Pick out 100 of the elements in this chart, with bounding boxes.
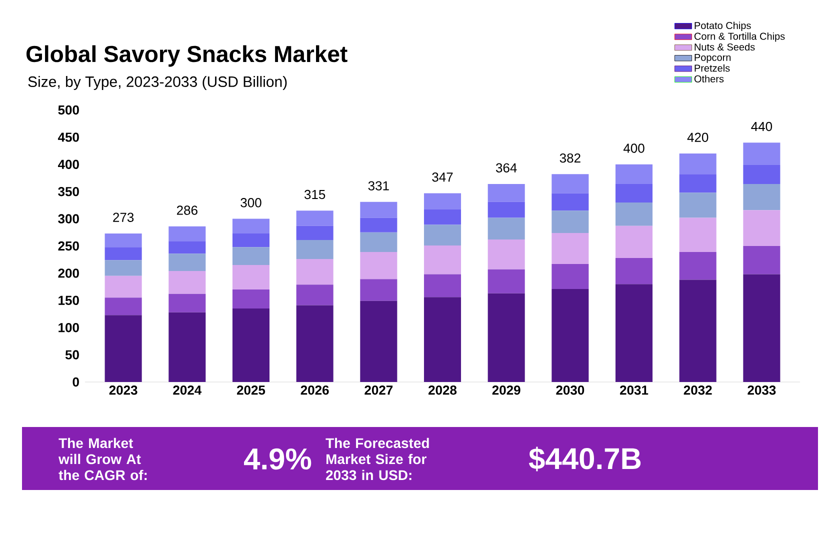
bar bbox=[104, 233, 142, 248]
bar bbox=[168, 294, 206, 312]
x-tick-label: 2024 bbox=[173, 386, 202, 395]
text: $440.7B bbox=[528, 446, 641, 472]
bar bbox=[616, 284, 653, 382]
chart-subtitle: Size, by Type, 2023-2033 (USD Billion) bbox=[28, 76, 287, 90]
bar bbox=[168, 241, 206, 254]
bar bbox=[616, 202, 653, 226]
bar bbox=[424, 210, 462, 225]
x-tick-label: 2029 bbox=[492, 386, 520, 395]
legend-label: Others bbox=[694, 75, 724, 82]
y-tick-label: 150 bbox=[58, 296, 79, 305]
bar bbox=[552, 210, 589, 233]
bar bbox=[743, 274, 780, 382]
bar bbox=[679, 154, 716, 174]
bar bbox=[552, 264, 589, 289]
y-tick-label: 50 bbox=[65, 350, 79, 360]
bar bbox=[679, 174, 716, 193]
bar bbox=[679, 192, 716, 218]
bar bbox=[743, 142, 780, 165]
bar bbox=[360, 279, 398, 301]
y-tick-label: 350 bbox=[58, 186, 79, 196]
bar bbox=[232, 308, 270, 382]
bar bbox=[424, 224, 462, 246]
bar bbox=[424, 297, 462, 382]
bar bbox=[232, 290, 270, 309]
legend-label: Potato Chips bbox=[694, 22, 751, 32]
x-tick-label: 2025 bbox=[236, 386, 266, 395]
bar bbox=[679, 218, 716, 252]
bar bbox=[488, 218, 525, 240]
bar bbox=[743, 184, 780, 210]
bar bbox=[104, 315, 142, 382]
total-label: 286 bbox=[176, 206, 198, 215]
bar bbox=[552, 193, 589, 211]
bar bbox=[743, 164, 780, 184]
x-tick-label: 2028 bbox=[428, 386, 457, 395]
x-tick-label: 2031 bbox=[620, 386, 648, 395]
bar bbox=[552, 174, 589, 194]
bar bbox=[552, 232, 589, 264]
total-label: 331 bbox=[368, 181, 389, 190]
x-tick-label: 2027 bbox=[364, 386, 393, 395]
total-label: 382 bbox=[560, 153, 580, 163]
chart-title: Global Savory Snacks Market bbox=[26, 45, 348, 67]
bar bbox=[488, 202, 525, 218]
total-label: 364 bbox=[496, 163, 517, 172]
bar bbox=[168, 226, 206, 242]
bar bbox=[232, 265, 270, 290]
total-label: 347 bbox=[432, 172, 453, 182]
bar bbox=[104, 247, 142, 260]
bar bbox=[552, 288, 589, 382]
bar bbox=[104, 298, 142, 316]
x-tick-label: 2032 bbox=[684, 386, 712, 395]
bar bbox=[296, 259, 334, 285]
bar bbox=[360, 218, 398, 232]
bar bbox=[616, 184, 653, 202]
bar bbox=[360, 232, 398, 252]
bar bbox=[616, 258, 653, 284]
bar bbox=[104, 260, 142, 276]
bar bbox=[488, 293, 525, 382]
x-tick-label: 2033 bbox=[748, 386, 776, 395]
bar bbox=[424, 245, 462, 274]
bar bbox=[104, 276, 142, 298]
y-tick-label: 0 bbox=[72, 377, 79, 387]
bar bbox=[360, 300, 398, 382]
bar bbox=[168, 271, 206, 294]
bar bbox=[296, 240, 334, 260]
legend-label: Nuts & Seeds bbox=[694, 43, 755, 51]
bar bbox=[616, 164, 653, 184]
total-label: 420 bbox=[687, 132, 708, 142]
bar bbox=[743, 210, 780, 246]
legend-label: Pretzels bbox=[694, 64, 730, 72]
bar bbox=[360, 252, 398, 280]
bar bbox=[296, 284, 334, 306]
y-tick-label: 400 bbox=[58, 160, 79, 169]
y-tick-label: 300 bbox=[58, 214, 79, 224]
bar bbox=[424, 274, 462, 298]
legend-label: Corn & Tortilla Chips bbox=[694, 32, 785, 42]
bar bbox=[168, 254, 206, 272]
y-tick-label: 450 bbox=[58, 132, 79, 142]
bar bbox=[679, 252, 716, 280]
total-label: 273 bbox=[113, 212, 134, 222]
y-tick-label: 100 bbox=[58, 322, 79, 332]
text: 4.9% bbox=[244, 448, 312, 470]
bar bbox=[360, 202, 398, 218]
bar bbox=[232, 218, 270, 234]
bar bbox=[296, 226, 334, 240]
bar bbox=[488, 184, 525, 202]
bar bbox=[296, 210, 334, 226]
bar bbox=[232, 233, 270, 248]
bar bbox=[488, 239, 525, 270]
y-tick-label: 500 bbox=[58, 105, 79, 115]
y-tick-label: 200 bbox=[58, 268, 79, 278]
legend-label: Popcorn bbox=[694, 54, 731, 63]
y-tick-label: 250 bbox=[58, 241, 79, 251]
bar bbox=[488, 269, 525, 294]
bar bbox=[168, 312, 206, 382]
text: The Forecasted Market Size for 2033 in USD: bbox=[326, 438, 429, 480]
total-label: 300 bbox=[240, 198, 262, 208]
bar bbox=[743, 246, 780, 274]
total-label: 315 bbox=[304, 190, 326, 200]
